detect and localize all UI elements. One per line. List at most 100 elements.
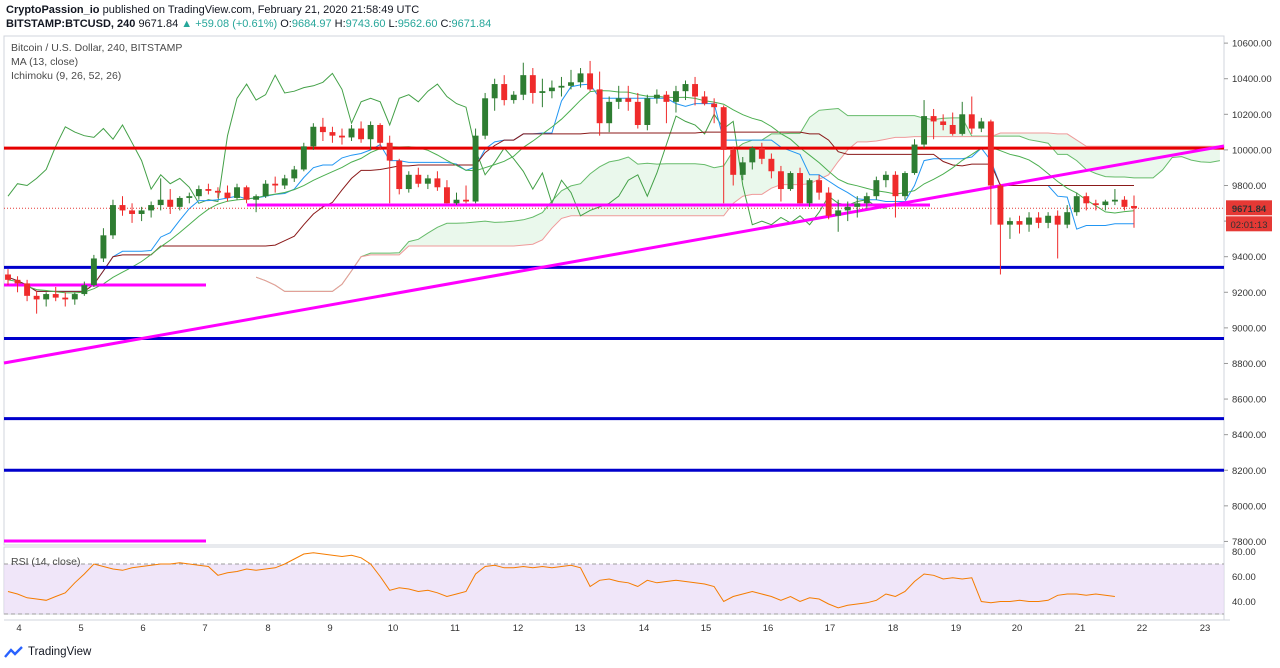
x-tick-label: 5	[78, 623, 83, 634]
candle-body	[625, 98, 632, 102]
publish-line: CryptoPassion_io published on TradingVie…	[6, 4, 419, 16]
candle-body	[1006, 221, 1013, 225]
x-tick-label: 20	[1012, 623, 1023, 634]
x-tick-label: 10	[388, 623, 399, 634]
candle-body	[787, 173, 794, 190]
candle-body	[281, 178, 288, 186]
chart-legend-title: Bitcoin / U.S. Dollar, 240, BITSTAMP	[11, 42, 183, 54]
candle-body	[472, 135, 479, 202]
candle-body	[911, 144, 918, 174]
rsi-band	[4, 564, 1224, 614]
published-text: published on TradingView.com, February 2…	[102, 4, 420, 16]
candle-body	[33, 295, 40, 300]
candle-body	[1092, 203, 1099, 206]
tradingview-brand: TradingView	[28, 646, 92, 658]
x-tick-label: 6	[140, 623, 145, 634]
x-tick-label: 16	[763, 623, 774, 634]
ma-legend[interactable]: MA (13, close)	[11, 56, 79, 68]
last-price-badge	[1226, 200, 1272, 216]
x-tick-label: 14	[639, 623, 650, 634]
y-tick-label: 8800.00	[1232, 359, 1266, 370]
candle-body	[921, 116, 928, 145]
rsi-tick-label: 60.00	[1232, 572, 1256, 583]
candle-body	[882, 174, 889, 181]
candle-body	[854, 203, 861, 207]
y-tick-label: 8200.00	[1232, 466, 1266, 477]
candle-body	[615, 98, 622, 102]
candle-body	[176, 197, 183, 207]
tradingview-footer[interactable]: TradingView	[4, 646, 91, 658]
candle-body	[577, 73, 584, 83]
candle-body	[806, 180, 813, 204]
candle-body	[24, 283, 31, 296]
candle-body	[949, 124, 956, 134]
candle-body	[415, 174, 422, 184]
open-value: 9684.97	[291, 18, 332, 30]
candle-body	[959, 114, 966, 134]
rsi-tick-label: 40.00	[1232, 597, 1256, 608]
candle-body	[90, 258, 97, 286]
candle-body	[510, 94, 517, 101]
candle-body	[367, 124, 374, 140]
trendline	[3, 144, 1225, 365]
candle-body	[396, 160, 403, 190]
close-label: C:	[440, 18, 452, 30]
ichimoku-span-b	[255, 132, 1220, 292]
candle-body	[653, 94, 660, 99]
candle-body	[596, 89, 603, 124]
candle-body	[148, 205, 155, 211]
candle-body	[205, 189, 212, 191]
close-value: 9671.84	[451, 18, 492, 30]
candle-body	[1121, 199, 1128, 207]
candle-body	[902, 173, 908, 197]
rsi-legend[interactable]: RSI (14, close)	[11, 556, 81, 568]
low-label: L:	[388, 18, 398, 30]
y-tick-label: 9200.00	[1232, 288, 1266, 299]
last-price: 9671.84	[138, 18, 179, 30]
candle-body	[548, 87, 555, 92]
candle-body	[358, 128, 365, 140]
candle-body	[739, 162, 746, 175]
candle-body	[243, 187, 250, 200]
x-tick-label: 18	[888, 623, 899, 634]
candle-body	[329, 132, 336, 136]
candle-body	[701, 96, 708, 104]
x-tick-label: 13	[575, 623, 586, 634]
candle-body	[1045, 215, 1052, 223]
candle-body	[434, 178, 441, 188]
low-value: 9562.60	[397, 18, 438, 30]
ichimoku-legend[interactable]: Ichimoku (9, 26, 52, 26)	[11, 70, 122, 82]
candle-body	[405, 174, 412, 190]
x-tick-label: 8	[265, 623, 270, 634]
candle-body	[768, 158, 775, 172]
candle-body	[844, 206, 851, 211]
candle-body	[539, 91, 546, 93]
candle-body	[234, 187, 240, 198]
x-tick-label: 21	[1075, 623, 1086, 634]
publisher-name: CryptoPassion_io	[6, 4, 100, 16]
x-tick-label: 7	[202, 623, 207, 634]
candle-body	[157, 199, 164, 206]
x-tick-label: 15	[701, 623, 712, 634]
candle-body	[348, 128, 355, 138]
candle-body	[291, 169, 298, 179]
candle-body	[129, 210, 136, 214]
candle-body	[167, 199, 174, 207]
x-tick-label: 12	[513, 623, 524, 634]
candle-body	[224, 192, 231, 198]
open-label: O:	[280, 18, 292, 30]
candle-body	[339, 135, 345, 138]
rsi-line	[7, 552, 1115, 609]
x-tick-label: 11	[450, 623, 460, 634]
candle-body	[71, 294, 78, 300]
y-tick-label: 9000.00	[1232, 323, 1266, 334]
candle-body	[529, 75, 536, 93]
candle-body	[14, 279, 21, 284]
candle-body	[110, 205, 116, 236]
candle-body	[568, 82, 574, 86]
candle-body	[978, 121, 985, 129]
candle-body	[987, 121, 994, 186]
candle-body	[62, 297, 69, 300]
candle-body	[1111, 199, 1118, 202]
